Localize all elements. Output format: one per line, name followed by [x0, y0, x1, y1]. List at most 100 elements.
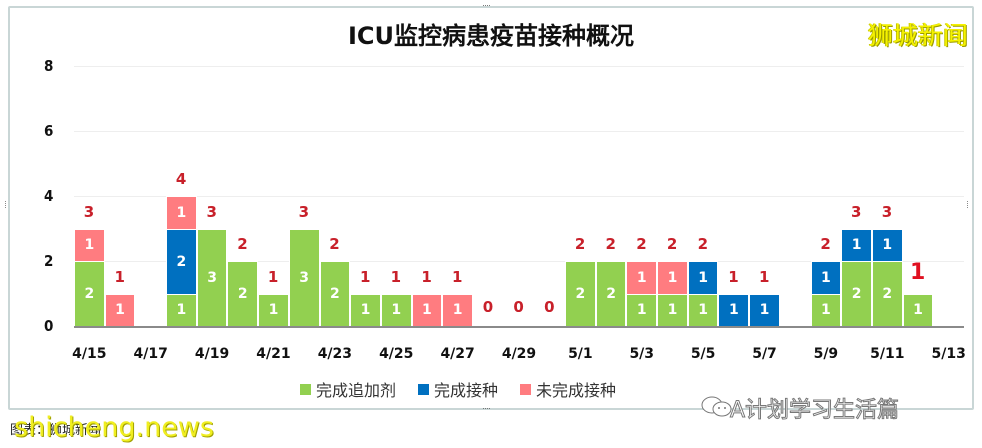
total-label: 1 — [267, 267, 279, 286]
bar-segment[interactable]: 1 — [810, 261, 842, 294]
bar-segment[interactable]: 1 — [657, 261, 688, 294]
bar-segment[interactable]: 2 — [74, 261, 105, 326]
x-tick-label: 4/23 — [317, 346, 353, 362]
total-label: 0 — [482, 298, 494, 316]
bar-segment[interactable]: 1 — [258, 293, 289, 326]
total-label: 3 — [298, 202, 310, 221]
bar-segment[interactable]: 1 — [718, 293, 750, 326]
chart-title: ICU监控病患疫苗接种概况 — [347, 22, 635, 50]
bar-segment[interactable]: 1 — [380, 293, 412, 326]
bar-segment[interactable]: 1 — [626, 261, 658, 294]
bar-segment[interactable]: 2 — [595, 261, 627, 326]
legend-item-booster: 完成追加剂 — [300, 377, 396, 401]
legend-swatch-green — [300, 383, 311, 395]
bar-segment[interactable]: 1 — [74, 228, 105, 261]
total-label: 1 — [421, 267, 432, 286]
resize-handle-bottom[interactable]: ···· — [482, 403, 491, 413]
gridline — [74, 131, 964, 132]
total-label: 1 — [758, 267, 770, 286]
bar-segment[interactable]: 1 — [411, 293, 443, 326]
total-label: 3 — [83, 202, 95, 221]
bar-segment[interactable]: 1 — [902, 293, 934, 326]
x-tick-label: 5/1 — [568, 346, 593, 362]
x-tick-label: 4/25 — [379, 346, 414, 362]
bar-segment[interactable]: 1 — [749, 293, 780, 326]
total-label: 0 — [513, 298, 524, 316]
x-tick-label: 4/29 — [501, 346, 537, 362]
total-label: 2 — [605, 235, 616, 253]
legend: 完成追加剂 完成接种 未完成接种 — [300, 377, 616, 401]
total-label: 1 — [114, 267, 125, 286]
total-label: 1 — [728, 267, 739, 286]
legend-label: 未完成接种 — [536, 381, 617, 400]
total-label: 0 — [544, 298, 555, 316]
wechat-account-watermark: A计划学习生活篇 — [729, 398, 900, 424]
total-label: 3 — [851, 202, 862, 221]
bar-segment[interactable]: 2 — [319, 261, 351, 326]
bar-segment[interactable]: 1 — [657, 293, 688, 326]
total-label: 3 — [206, 202, 217, 221]
x-tick-label: 5/5 — [690, 346, 716, 362]
total-label: 2 — [697, 235, 708, 253]
bar-segment[interactable]: 2 — [166, 228, 197, 294]
x-tick-label: 5/7 — [752, 346, 777, 362]
y-tick-label: 4 — [44, 187, 54, 205]
resize-handle-right[interactable]: ···· — [963, 200, 973, 208]
legend-swatch-blue — [418, 383, 430, 395]
x-tick-label: 4/17 — [133, 346, 168, 362]
x-tick-label: 4/21 — [256, 346, 291, 362]
x-tick-label: 5/13 — [931, 346, 966, 362]
legend-item-vaccinated: 完成接种 — [418, 377, 498, 401]
wechat-icon — [701, 396, 732, 417]
total-label: 2 — [237, 235, 248, 253]
bar-segment[interactable]: 3 — [288, 228, 320, 326]
bar-segment[interactable]: 1 — [104, 293, 136, 326]
resize-handle-left[interactable]: ···· — [1, 200, 11, 208]
total-label: 1 — [390, 267, 402, 286]
bar-segment[interactable]: 1 — [166, 293, 197, 326]
x-tick-label: 4/27 — [440, 346, 475, 362]
site-watermark: shicheng.news — [14, 412, 214, 443]
bar-segment[interactable]: 2 — [227, 261, 259, 326]
resize-handle-top[interactable]: ···· — [482, 0, 491, 10]
bar-segment[interactable]: 1 — [841, 228, 872, 261]
legend-label: 完成追加剂 — [316, 381, 397, 400]
total-label: 1 — [909, 259, 926, 285]
total-label: 1 — [452, 267, 463, 286]
bar-segment[interactable]: 2 — [841, 261, 872, 326]
total-label: 2 — [329, 235, 340, 253]
y-tick-label: 8 — [44, 57, 54, 75]
x-tick-label: 5/11 — [870, 346, 905, 362]
legend-item-unvaccinated: 未完成接种 — [520, 377, 616, 401]
total-label: 2 — [636, 235, 647, 253]
y-tick-label: 0 — [44, 317, 54, 335]
total-label: 2 — [574, 235, 586, 253]
bar-segment[interactable]: 1 — [442, 293, 473, 326]
gridline — [74, 66, 964, 67]
x-axis-line — [74, 326, 964, 328]
bar-segment[interactable]: 1 — [687, 293, 719, 326]
x-tick-label: 5/9 — [813, 346, 839, 362]
total-label: 2 — [666, 235, 678, 253]
bar-segment[interactable]: 1 — [350, 293, 381, 326]
total-label: 3 — [881, 202, 893, 221]
total-label: 2 — [820, 235, 831, 253]
gridline — [74, 261, 964, 262]
brand-logo: 狮城新闻 — [867, 21, 968, 50]
legend-swatch-pink — [520, 383, 532, 395]
bar-segment[interactable]: 1 — [626, 293, 658, 326]
bar-segment[interactable]: 2 — [871, 261, 903, 326]
y-tick-label: 6 — [44, 122, 54, 140]
total-label: 1 — [359, 267, 371, 286]
total-label: 4 — [175, 170, 187, 188]
y-tick-label: 2 — [44, 252, 54, 270]
bar-segment[interactable]: 3 — [196, 228, 228, 326]
bar-segment[interactable]: 1 — [687, 261, 719, 294]
bar-segment[interactable]: 1 — [871, 228, 903, 261]
x-tick-label: 5/3 — [629, 346, 655, 362]
x-tick-label: 4/19 — [194, 346, 230, 362]
source-text: 图表：狮城新闻 — [10, 423, 102, 438]
bar-segment[interactable]: 1 — [166, 196, 197, 229]
bar-segment[interactable]: 2 — [565, 261, 596, 326]
bar-segment[interactable]: 1 — [810, 293, 842, 326]
